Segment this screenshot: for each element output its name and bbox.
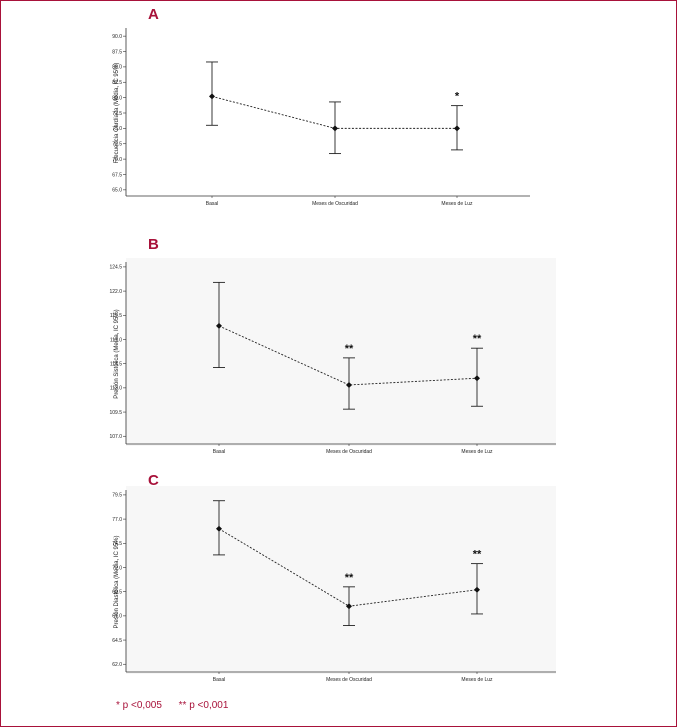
significance-marker: ** [345,343,354,355]
data-point [332,125,338,132]
panel-letter: A [148,6,159,23]
significance-marker: ** [473,549,482,561]
y-tick-label: 64.5 [112,638,122,644]
y-tick-label: 79.5 [112,493,122,499]
x-category-label: Meses de Oscuridad [326,449,372,455]
significance-marker: ** [473,333,482,345]
footnote-two-star: ** p <0,001 [178,700,229,711]
data-point [346,603,352,610]
data-point [216,525,222,532]
y-tick-label: 107.0 [109,434,122,440]
y-tick-label: 109.5 [109,410,122,416]
x-category-label: Basal [213,677,226,683]
y-axis-title: Presión Sistólica (Media, IC 95%) [114,309,120,398]
significance-marker: ** [345,572,354,584]
series-line [218,325,478,386]
data-point [216,322,222,329]
x-category-label: Meses de Luz [461,449,493,455]
footnote-one-star: * p <0,005 [116,700,162,711]
y-tick-label: 77.0 [112,517,122,523]
y-tick-label: 67.5 [112,172,122,178]
y-tick-label: 122.0 [109,289,122,295]
data-point [346,381,352,388]
significance-marker: * [455,91,460,103]
y-tick-label: 67.0 [112,614,122,620]
y-tick-label: 85.0 [112,65,122,71]
y-tick-label: 80.0 [112,95,122,101]
y-tick-label: 75.0 [112,126,122,132]
panel-letter: B [148,236,159,253]
y-axis-title: Presión Diastólica (Media, IC 95%) [114,535,120,628]
y-tick-label: 90.0 [112,34,122,40]
y-tick-label: 124.5 [109,265,122,271]
y-tick-label: 114.5 [110,361,122,367]
y-tick-label: 119.5 [110,313,122,319]
y-tick-label: 62.0 [112,662,122,668]
panel-letter: C [148,472,159,489]
y-tick-label: 117.0 [110,337,122,343]
data-point [474,375,480,382]
chart-panel-a: A 90.0 87.5 85.0 82.5 80.0 77.5 75.0 72.5 70.0 67.… [112,6,530,207]
y-tick-label: 69.5 [112,589,122,595]
y-tick-label: 87.5 [112,49,122,55]
y-tick-label: 77.5 [112,111,122,117]
plot-background [126,258,556,446]
x-category-label: Meses de Oscuridad [326,677,372,683]
x-category-label: Basal [213,449,226,455]
data-point [209,93,215,100]
x-category-label: Meses de Oscuridad [312,201,358,207]
significance-footnote: * p <0,005 ** p <0,001 [116,700,242,711]
y-tick-label: 112.0 [110,386,122,392]
chart-panel-c: C 79.5 77.0 74.5 72.0 69.5 67.0 64.5 62.0 Presión… [112,472,556,683]
x-category-label: Meses de Luz [461,677,493,683]
series-line [211,95,457,129]
y-tick-label: 82.5 [112,80,122,86]
plot-background [126,486,556,674]
y-axis-title: Frecuencia Cardíaca (Media, IC 95%) [114,63,120,164]
y-tick-label: 72.5 [112,142,122,148]
x-category-label: Meses de Luz [441,201,473,207]
data-point [474,586,480,593]
y-tick-label: 70.0 [112,157,122,163]
chart-panel-b: B 124.5 122.0 119.5 117.0 114.5 112.0 109.5 107.… [109,236,556,455]
y-tick-label: 72.0 [112,565,122,571]
y-tick-label: 65.0 [112,188,122,194]
y-tick-label: 74.5 [112,541,122,547]
x-category-label: Basal [206,201,219,207]
data-point [454,125,460,132]
